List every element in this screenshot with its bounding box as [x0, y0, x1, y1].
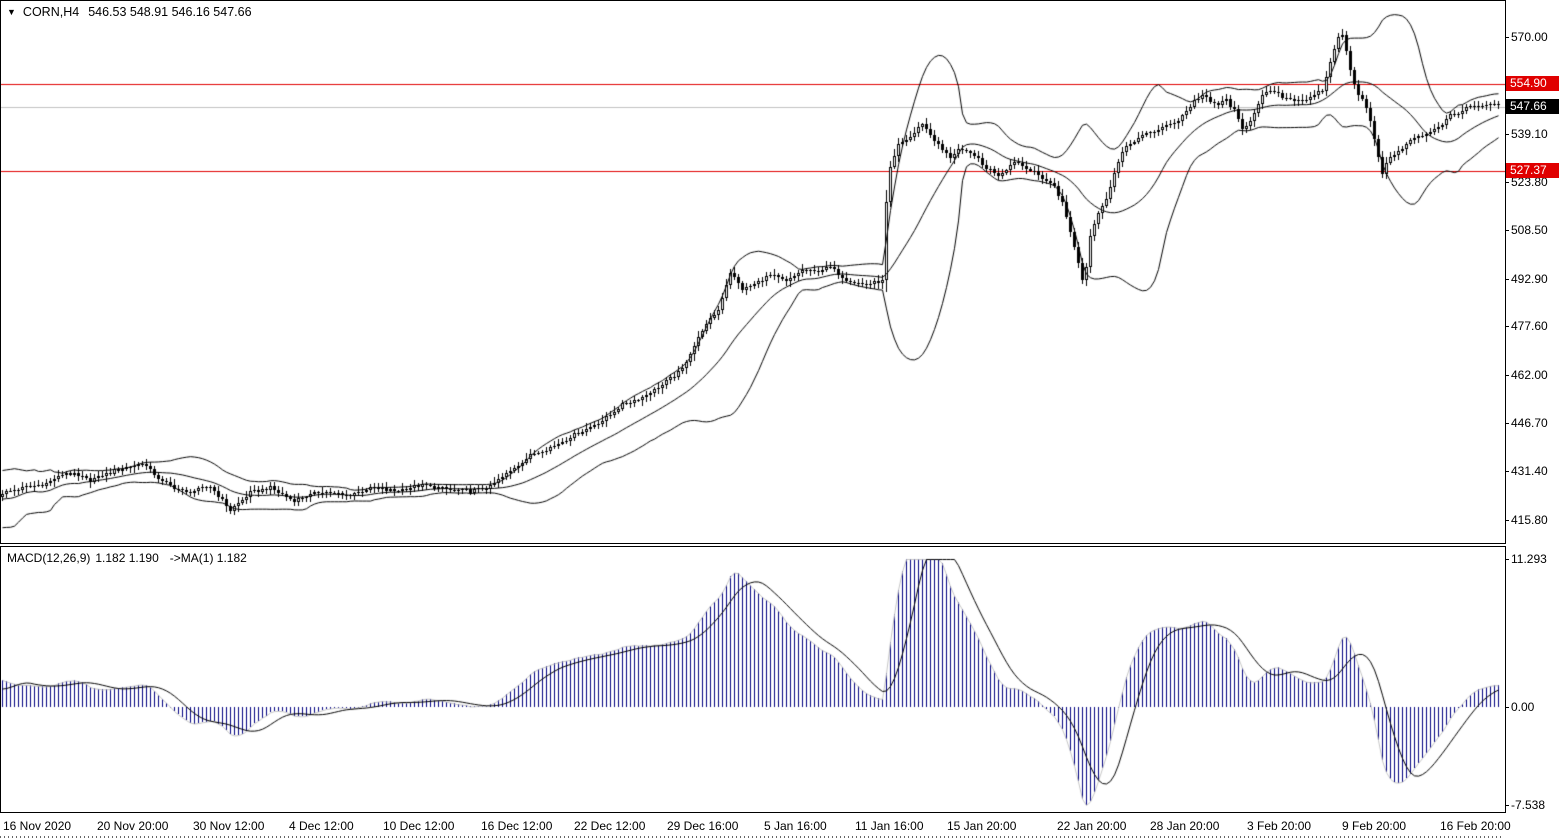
time-axis-label: 22 Jan 20:00	[1057, 819, 1127, 833]
time-axis-label: 4 Dec 12:00	[289, 819, 354, 833]
price-tick-mark	[1506, 326, 1509, 327]
symbol-dropdown-arrow-icon[interactable]: ▼	[7, 7, 16, 17]
price-tick-mark	[1506, 471, 1509, 472]
time-axis-label: 29 Dec 16:00	[667, 819, 739, 833]
time-axis-tick-marks	[0, 836, 1503, 838]
price-tick-mark	[1506, 520, 1509, 521]
price-tick-label: 508.50	[1511, 223, 1548, 237]
time-axis-label: 3 Feb 20:00	[1247, 819, 1312, 833]
time-axis-label: 11 Jan 16:00	[855, 819, 924, 833]
support-line-price-badge: 527.37	[1506, 163, 1559, 178]
price-chart-canvas[interactable]	[1, 1, 1505, 543]
price-tick-mark	[1506, 375, 1509, 376]
time-axis-label: 20 Nov 20:00	[97, 819, 169, 833]
price-tick-label: 415.80	[1511, 513, 1548, 527]
macd-tick-label: -7.538	[1511, 798, 1546, 812]
time-axis-label: 10 Dec 12:00	[383, 819, 455, 833]
time-axis-label: 16 Nov 2020	[3, 819, 72, 833]
time-axis-label: 28 Jan 20:00	[1150, 819, 1220, 833]
macd-values: 1.182 1.190	[95, 551, 159, 565]
price-tick-mark	[1506, 423, 1509, 424]
price-tick-label: 523.80	[1511, 175, 1548, 189]
price-tick-label: 492.90	[1511, 272, 1548, 286]
price-tick-label: 446.70	[1511, 416, 1548, 430]
time-axis-label: 15 Jan 20:00	[947, 819, 1017, 833]
price-tick-label: 477.60	[1511, 319, 1548, 333]
price-axis-scale[interactable]: 554.90 547.66 527.37 570.00 539.10 523.80 5…	[1506, 0, 1560, 544]
price-tick-label: 462.00	[1511, 368, 1548, 382]
macd-axis-scale[interactable]: 11.293 0.00 -7.538	[1506, 546, 1560, 813]
macd-canvas[interactable]	[1, 547, 1505, 812]
time-axis-label: 30 Nov 12:00	[193, 819, 265, 833]
time-axis-scale[interactable]: 16 Nov 2020 20 Nov 20:00 30 Nov 12:00 4 Dec…	[0, 813, 1511, 840]
resistance-line-price-badge: 554.90	[1506, 76, 1559, 91]
time-axis-label: 22 Dec 12:00	[574, 819, 646, 833]
price-tick-mark	[1506, 182, 1509, 183]
macd-tick-label: 11.293	[1511, 552, 1547, 566]
macd-indicator-label: MACD(12,26,9) 1.182 1.190 ->MA(1) 1.182	[7, 551, 247, 565]
price-tick-mark	[1506, 279, 1509, 280]
time-axis-label: 9 Feb 20:00	[1342, 819, 1407, 833]
time-axis-label: 5 Jan 16:00	[764, 819, 827, 833]
macd-ma-value: ->MA(1) 1.182	[169, 551, 247, 565]
price-tick-mark	[1506, 37, 1509, 38]
ohlc-readout: 546.53 548.91 546.16 547.66	[88, 5, 252, 19]
macd-tick-label: 0.00	[1511, 700, 1535, 714]
macd-tick-mark	[1506, 707, 1509, 708]
macd-name: MACD(12,26,9)	[7, 551, 91, 565]
price-tick-label: 570.00	[1511, 30, 1548, 44]
time-axis-label: 16 Dec 12:00	[481, 819, 553, 833]
price-chart-pane	[0, 0, 1506, 544]
macd-tick-mark	[1506, 559, 1509, 560]
time-axis-label: 16 Feb 20:00	[1440, 819, 1511, 833]
current-price-badge: 547.66	[1506, 99, 1559, 114]
chart-title: ▼ CORN,H4 546.53 548.91 546.16 547.66	[7, 5, 252, 19]
macd-tick-mark	[1506, 805, 1509, 806]
price-tick-mark	[1506, 230, 1509, 231]
price-tick-mark	[1506, 134, 1509, 135]
macd-indicator-pane	[0, 546, 1506, 813]
symbol-timeframe-label: CORN,H4	[22, 5, 80, 19]
price-tick-label: 431.40	[1511, 464, 1548, 478]
price-tick-label: 539.10	[1511, 127, 1548, 141]
